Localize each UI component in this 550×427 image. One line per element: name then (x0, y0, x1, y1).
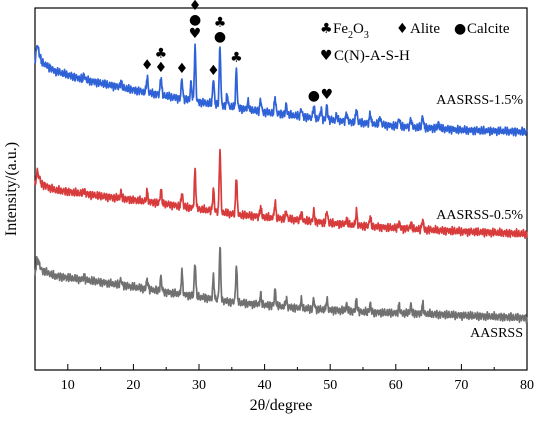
x-tick-label: 10 (61, 378, 75, 393)
peak-marker-icon: ♣ (230, 50, 243, 66)
peak-marker-icon: ♣ (155, 46, 168, 62)
peak-marker-icon: ♦ (189, 0, 202, 14)
series-line (34, 43, 528, 137)
peak-marker-icon: ♥ (321, 87, 334, 103)
peak-marker-icon: ♥ (189, 26, 202, 42)
series-label: AASRSS-1.5% (436, 93, 523, 108)
x-tick-label: 80 (520, 378, 534, 393)
x-tick-label: 50 (323, 378, 337, 393)
series-label: AASRSS-0.5% (436, 208, 523, 223)
legend-label-cnash: C(N)-A-S-H (334, 48, 410, 64)
peak-marker-icon: ● (308, 88, 320, 104)
x-axis: 10 20 30 40 50 60 70 80 (34, 364, 534, 393)
heart-legend-icon: ♥ (320, 48, 333, 64)
peak-marker-icon: ● (189, 12, 201, 28)
peak-marker-icon: ♦ (176, 61, 189, 77)
x-tick-label: 60 (389, 378, 403, 393)
x-tick-label: 70 (454, 378, 468, 393)
peak-marker-icon: ♦ (141, 57, 154, 73)
legend: ♣ Fe2O3 ♦ Alite ● Calcite ♥ C(N)-A-S-H (320, 21, 510, 64)
peak-marker-icon: ♦ (155, 60, 168, 76)
peak-marker-icon: ♣ (214, 15, 227, 31)
x-tick-label: 20 (126, 378, 140, 393)
club-legend-icon: ♣ (320, 21, 333, 37)
x-tick-label: 30 (192, 378, 206, 393)
peak-markers: ♦ ♦♣♦♥●♦♦●♣♣● ♥ (141, 0, 333, 104)
x-tick-label: 40 (258, 378, 272, 393)
plot-frame (34, 7, 528, 371)
legend-label-alite: Alite (410, 21, 440, 37)
circle-legend-icon: ● (454, 21, 466, 37)
legend-label-calcite: Calcite (467, 21, 510, 37)
series-line (34, 148, 528, 240)
legend-label-fe2o3: Fe2O3 (333, 21, 369, 41)
x-axis-title: 2θ/degree (250, 397, 313, 414)
series-line (34, 246, 528, 324)
series-label: AASRSS (470, 326, 523, 341)
peak-marker-icon: ● (214, 29, 226, 45)
y-axis-title: Intensity/(a.u.) (3, 142, 20, 236)
diamond-legend-icon: ♦ (396, 21, 409, 37)
series-layer: AASRSS-1.5% AASRSS-0.5% AASRSS (34, 43, 528, 341)
peak-marker-icon: ♦ (207, 63, 220, 79)
